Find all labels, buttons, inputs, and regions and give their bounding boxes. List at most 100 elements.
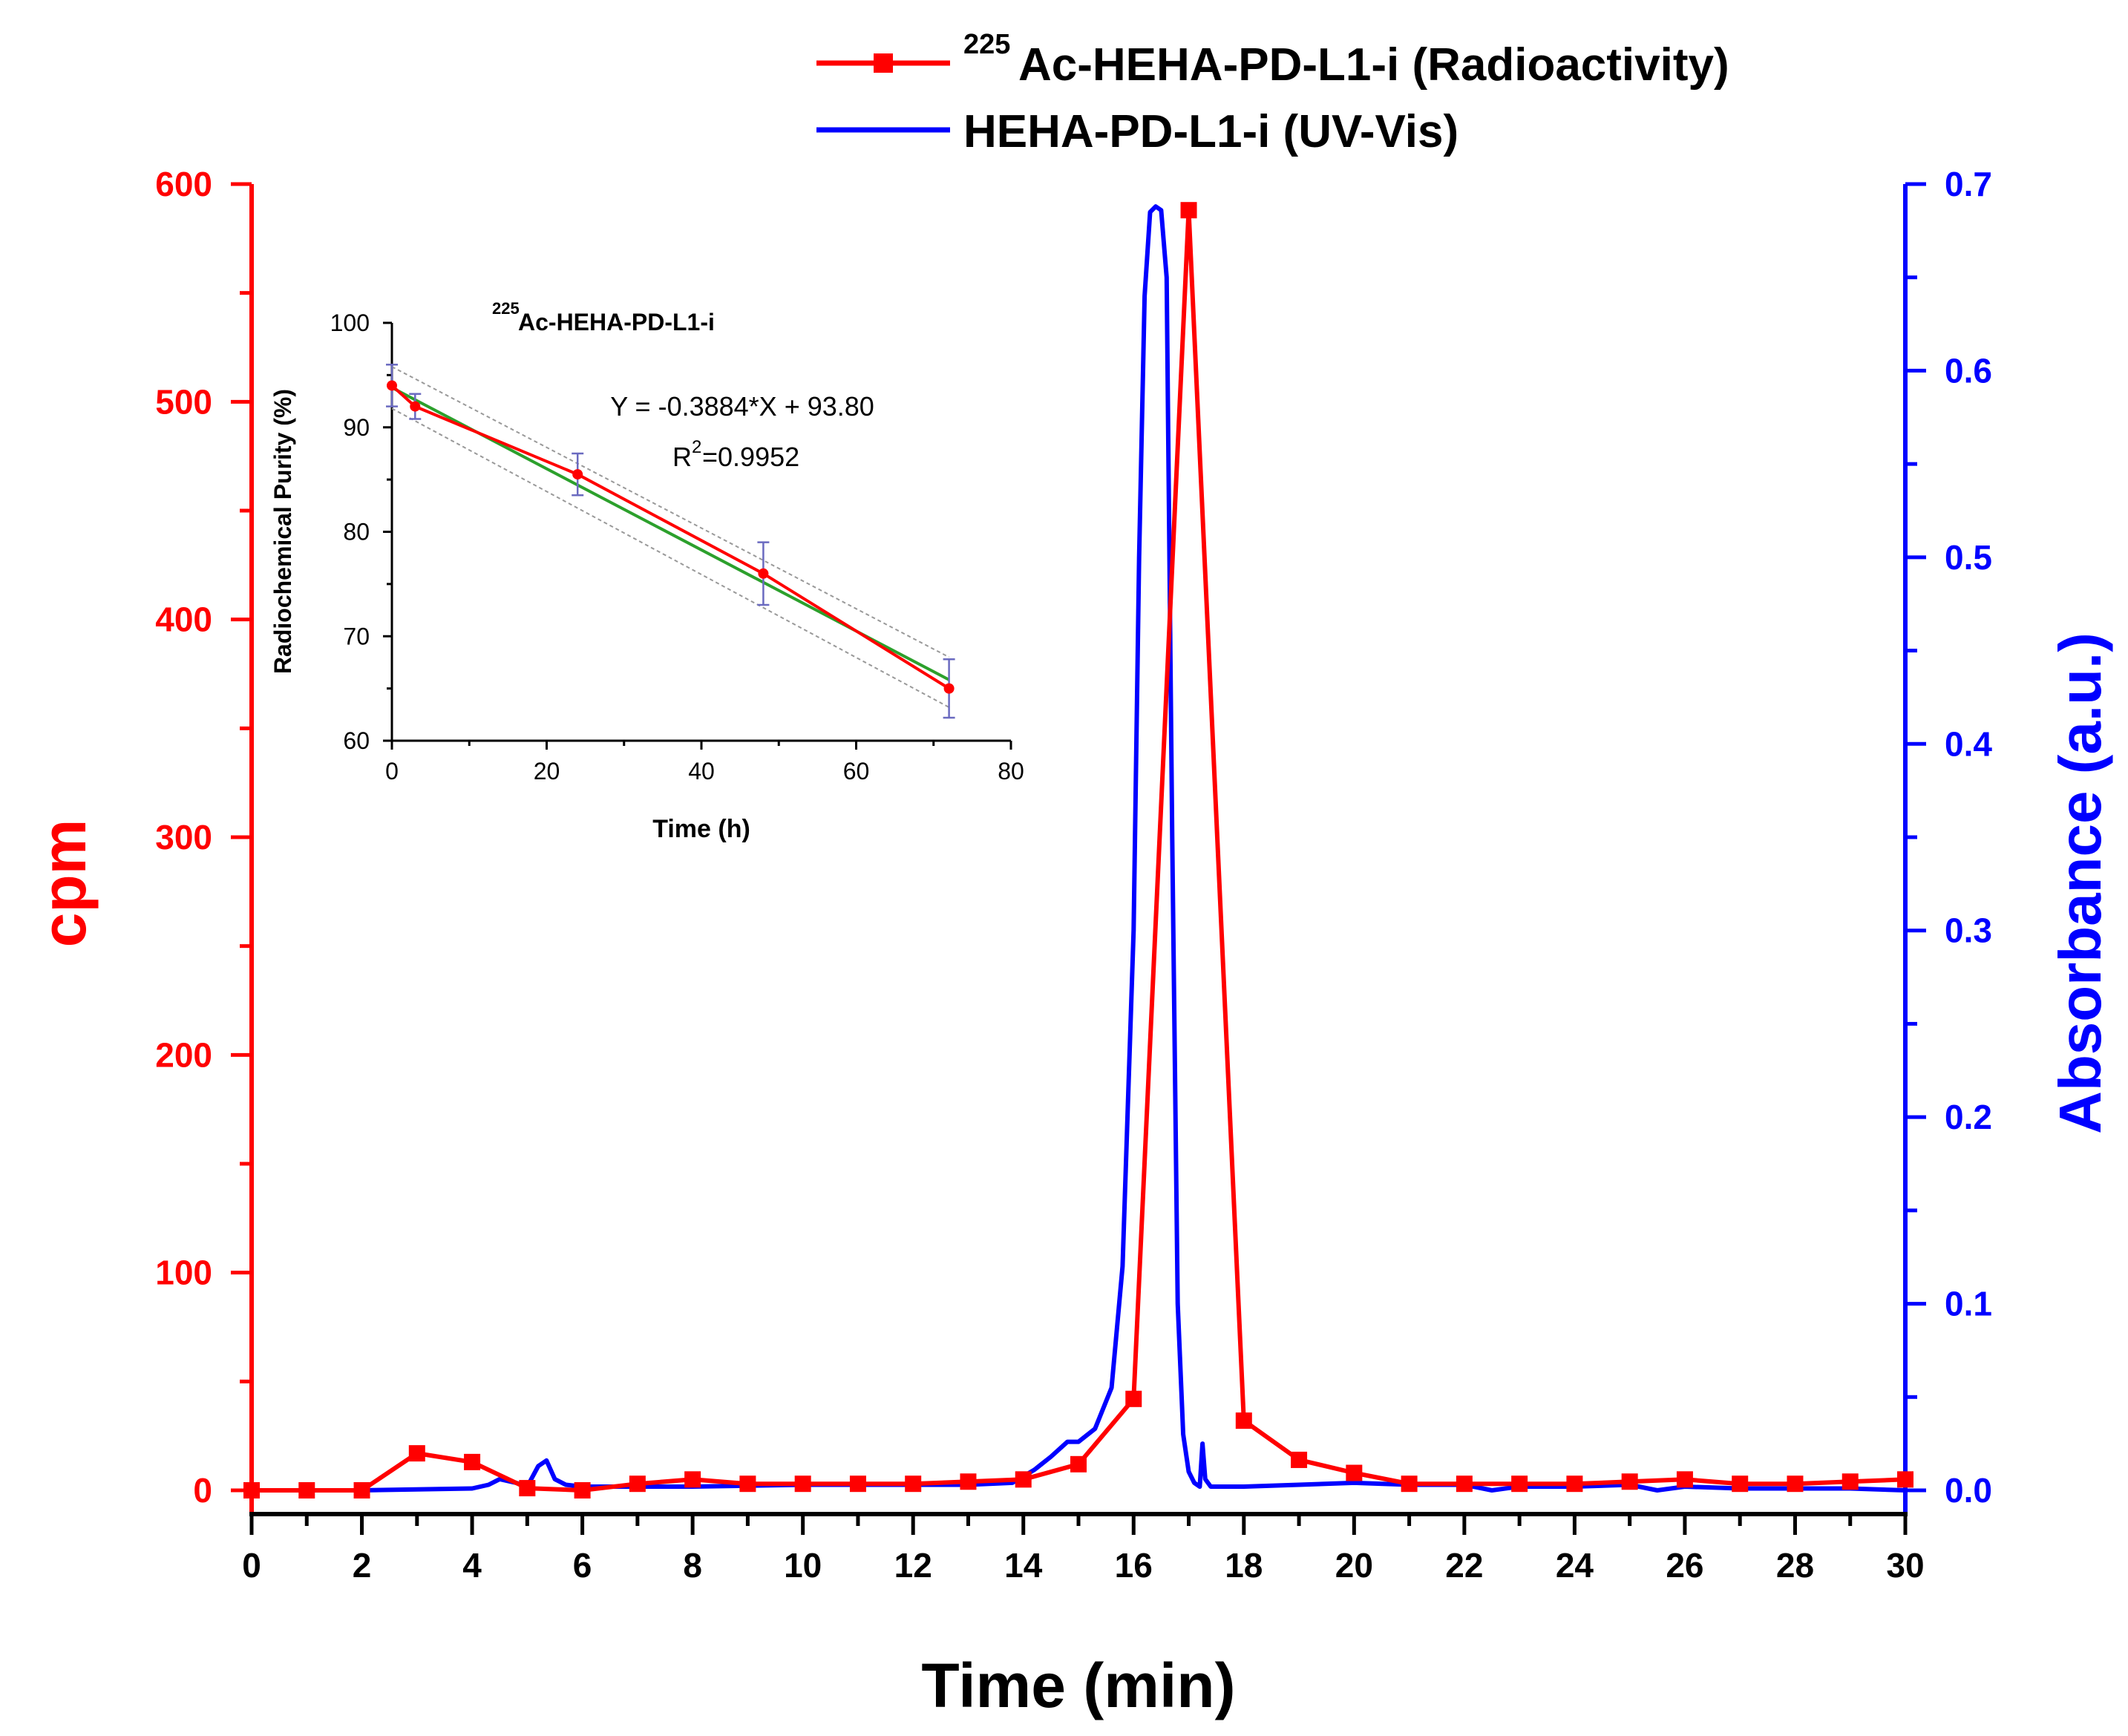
radioactivity-point <box>464 1453 481 1470</box>
inset-x-tick-label: 60 <box>843 758 870 785</box>
inset-data-point <box>387 380 397 391</box>
left-y-axis-title: cpm <box>29 819 99 948</box>
inset-y-tick-label: 80 <box>343 519 370 546</box>
x-tick-label: 26 <box>1666 1546 1703 1585</box>
right-y-axis-title: Absorbance (a.u.) <box>2047 632 2113 1134</box>
inset-r2-value: =0.9952 <box>702 442 799 472</box>
x-tick-label: 18 <box>1225 1546 1263 1585</box>
x-tick-label: 10 <box>784 1546 822 1585</box>
x-tick-label: 22 <box>1445 1546 1483 1585</box>
left-y-tick-label: 600 <box>155 165 212 203</box>
radioactivity-point <box>1676 1471 1693 1488</box>
radioactivity-point <box>243 1482 260 1498</box>
inset-data-point <box>410 401 421 412</box>
inset-x-axis-title: Time (h) <box>652 815 750 843</box>
right-y-tick-label: 0.5 <box>1945 538 1992 577</box>
radioactivity-point <box>1346 1464 1363 1481</box>
radioactivity-point <box>519 1480 536 1497</box>
inset-r2-prefix: R <box>672 442 692 472</box>
radioactivity-point <box>1566 1475 1583 1493</box>
x-tick-label: 14 <box>1004 1546 1043 1585</box>
uv-vis-line <box>252 204 1906 1493</box>
radioactivity-point <box>1070 1455 1087 1473</box>
inset-data-point <box>572 469 583 480</box>
radioactivity-point <box>849 1475 866 1493</box>
x-tick-label: 4 <box>462 1546 482 1585</box>
left-y-tick-label: 100 <box>155 1254 212 1292</box>
radioactivity-point <box>1401 1475 1418 1493</box>
inset-y-tick-label: 60 <box>343 727 370 754</box>
right-y-tick-label: 0.0 <box>1945 1471 1992 1510</box>
x-tick-label: 6 <box>573 1546 592 1585</box>
inset-confidence-upper <box>391 366 950 658</box>
inset-y-tick-label: 90 <box>343 414 370 441</box>
x-tick-label: 0 <box>242 1546 261 1585</box>
x-ticks: 0 2 4 6 8 10 12 14 16 18 20 22 24 26 28 30 <box>242 1514 1925 1585</box>
radioactivity-point <box>739 1475 756 1493</box>
inset-x-tick-label: 20 <box>534 758 560 785</box>
radioactivity-point <box>1456 1475 1473 1493</box>
right-y-tick-label: 0.3 <box>1945 911 1992 950</box>
radioactivity-point <box>574 1482 591 1498</box>
inset-data-point <box>943 683 955 694</box>
inset-y-axis-title: Radiochemical Purity (%) <box>269 389 296 674</box>
legend: 225 Ac-HEHA-PD-L1-i (Radioactivity) HEHA… <box>816 29 1729 157</box>
radioactivity-point <box>960 1473 977 1490</box>
radioactivity-point <box>794 1475 811 1493</box>
inset-y-tick-label: 100 <box>330 309 370 336</box>
radioactivity-point <box>408 1445 425 1462</box>
right-y-tick-label: 0.1 <box>1945 1285 1992 1323</box>
radioactivity-point <box>1621 1473 1638 1490</box>
inset-chart: 0 20 40 60 80 60 70 80 90 100 225 Ac-HEHA-PD-L1-… <box>269 299 1024 843</box>
x-tick-label: 16 <box>1115 1546 1153 1585</box>
radioactivity-point <box>298 1482 315 1498</box>
inset-title: Ac-HEHA-PD-L1-i <box>518 309 715 335</box>
legend-marker-radioactivity <box>874 53 893 73</box>
inset-x-tick-label: 80 <box>998 758 1024 785</box>
legend-label-radioactivity: Ac-HEHA-PD-L1-i (Radioactivity) <box>1018 39 1729 91</box>
inset-series <box>386 364 955 719</box>
x-tick-label: 12 <box>894 1546 932 1585</box>
right-y-tick-label: 0.4 <box>1945 724 1992 763</box>
radioactivity-point <box>1015 1471 1032 1488</box>
left-y-tick-label: 500 <box>155 382 212 421</box>
inset-x-tick-label: 0 <box>385 758 399 785</box>
right-y-tick-label: 0.7 <box>1945 165 1992 203</box>
left-y-tick-label: 0 <box>193 1471 212 1510</box>
left-y-tick-label: 300 <box>155 818 212 856</box>
radioactivity-point <box>1125 1390 1142 1407</box>
inset-x-tick-label: 40 <box>688 758 715 785</box>
left-y-tick-label: 200 <box>155 1035 212 1074</box>
x-axis-title: Time (min) <box>921 1651 1235 1720</box>
radioactivity-point <box>353 1482 370 1498</box>
x-tick-label: 24 <box>1556 1546 1594 1585</box>
radioactivity-point <box>1180 202 1197 219</box>
right-y-tick-label: 0.6 <box>1945 351 1992 390</box>
inset-x-ticks: 0 20 40 60 80 <box>385 741 1024 785</box>
radioactivity-point <box>684 1471 701 1488</box>
inset-title-sup: 225 <box>492 299 520 318</box>
legend-sup-radioactivity: 225 <box>963 29 1010 60</box>
inset-r2-sup: 2 <box>692 437 701 457</box>
radioactivity-point <box>1732 1475 1749 1493</box>
x-tick-label: 28 <box>1776 1546 1814 1585</box>
radioactivity-point <box>1291 1451 1308 1468</box>
radioactivity-point <box>1511 1475 1528 1493</box>
radioactivity-point <box>905 1475 922 1493</box>
radioactivity-point <box>1841 1473 1859 1490</box>
radioactivity-point <box>1787 1475 1804 1493</box>
inset-y-ticks: 60 70 80 90 100 <box>330 309 392 754</box>
legend-label-uv: HEHA-PD-L1-i (UV-Vis) <box>963 106 1459 157</box>
radioactivity-point <box>1897 1471 1913 1488</box>
inset-data-point <box>758 568 769 579</box>
left-y-ticks: 0 100 200 300 400 500 600 <box>155 165 252 1510</box>
inset-confidence-lower <box>391 407 950 708</box>
radioactivity-point <box>629 1475 646 1493</box>
radioactivity-point <box>1235 1412 1252 1429</box>
inset-y-tick-label: 70 <box>343 623 370 649</box>
x-tick-label: 20 <box>1335 1546 1373 1585</box>
inset-fit-equation: Y = -0.3884*X + 93.80 <box>610 391 874 422</box>
main-series <box>243 202 1913 1498</box>
x-tick-label: 2 <box>353 1546 372 1585</box>
